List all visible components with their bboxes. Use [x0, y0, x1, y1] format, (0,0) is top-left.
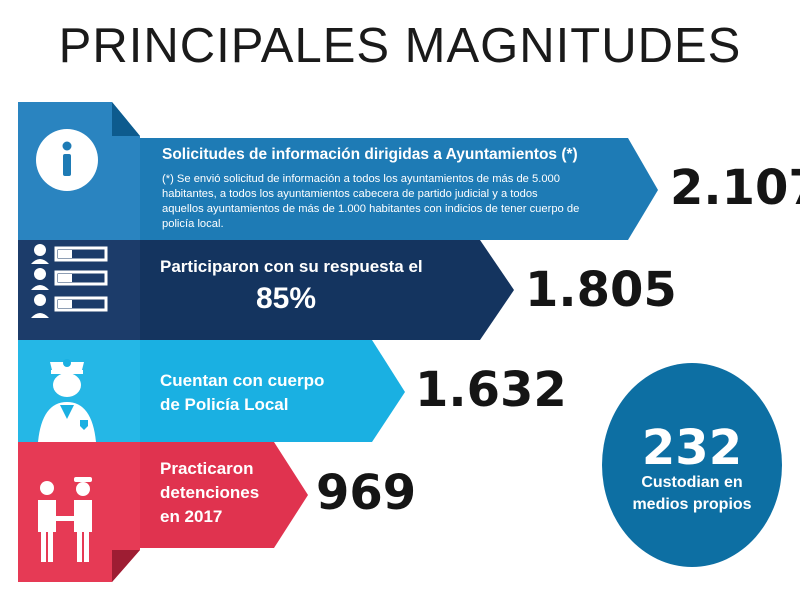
respondents-icon [31, 244, 108, 318]
row-3-heading-line1: Cuentan con cuerpo [160, 371, 325, 390]
row-4-heading-line3: en 2017 [160, 507, 223, 526]
row-4-fold [112, 550, 140, 582]
police-officer-icon [38, 359, 96, 442]
row-4-value: 969 [316, 465, 417, 521]
row-3-heading-line2: de Policía Local [160, 395, 289, 414]
row-2-value: 1.805 [525, 262, 677, 318]
row-1-heading: Solicitudes de información dirigidas a A… [162, 146, 578, 163]
row-1-value: 2.107 [670, 160, 800, 216]
custody-label-line2: medios propios [632, 496, 752, 513]
custody-label-line1: Custodian en [641, 474, 743, 491]
page-title: PRINCIPALES MAGNITUDES [58, 19, 742, 73]
custody-value: 232 [641, 420, 743, 476]
row-2-arrow [115, 240, 514, 340]
row-1-note: (*) Se envió solicitud de información a … [162, 173, 580, 230]
info-icon [36, 129, 98, 191]
row-4-heading-line2: detenciones [160, 483, 260, 502]
row-4-arrow [115, 442, 308, 548]
custody-circle [602, 363, 782, 567]
row-2-percent: 85% [256, 282, 317, 315]
row-1-fold [112, 102, 140, 136]
row-3-arrow [115, 340, 405, 442]
row-4-heading-line1: Practicaron [160, 459, 254, 478]
arrest-icon [38, 477, 92, 562]
row-2-heading: Participaron con su respuesta el [160, 257, 423, 276]
row-3-value: 1.632 [415, 362, 567, 418]
row-1-arrow [115, 138, 658, 240]
